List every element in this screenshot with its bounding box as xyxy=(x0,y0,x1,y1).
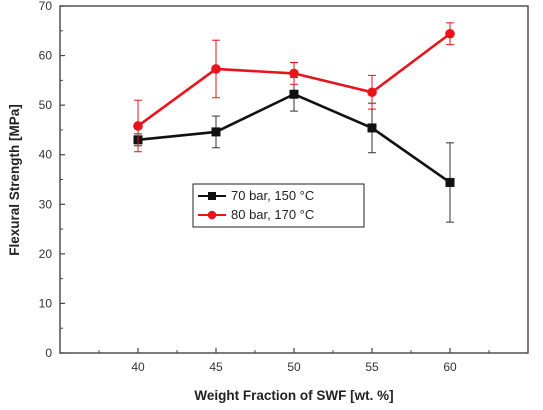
data-point xyxy=(211,64,221,74)
y-tick-label: 20 xyxy=(39,247,53,261)
x-axis: 40 45 50 55 60 xyxy=(98,348,490,374)
x-tick-label: 40 xyxy=(131,360,145,374)
legend-marker-series-1 xyxy=(208,192,216,200)
y-tick-label: 0 xyxy=(45,346,52,360)
y-tick-label: 30 xyxy=(39,197,53,211)
series-layer xyxy=(133,22,455,223)
y-tick-label: 70 xyxy=(39,0,53,13)
y-tick-label: 10 xyxy=(39,296,53,310)
legend-box xyxy=(192,183,365,228)
x-tick-label: 45 xyxy=(209,360,223,374)
y-tick-label: 50 xyxy=(39,98,53,112)
x-tick-label: 55 xyxy=(365,360,379,374)
y-axis-title: Flexural Strength [MPa] xyxy=(7,104,22,256)
data-point xyxy=(445,177,455,187)
data-point xyxy=(445,28,455,39)
y-axis: 0 10 20 30 40 50 60 70 xyxy=(39,0,65,360)
data-point xyxy=(211,127,221,137)
legend-label-series-2: 80 bar, 170 °C xyxy=(231,207,314,222)
x-axis-title: Weight Fraction of SWF [wt. %] xyxy=(194,388,393,403)
data-point xyxy=(289,89,299,99)
data-point xyxy=(367,87,377,98)
data-point xyxy=(133,121,143,131)
x-tick-label: 50 xyxy=(287,360,301,374)
legend-label-series-1: 70 bar, 150 °C xyxy=(231,188,314,203)
y-tick-label: 40 xyxy=(39,148,53,162)
series-2 xyxy=(133,22,455,153)
legend: 70 bar, 150 °C 80 bar, 170 °C xyxy=(192,183,365,228)
plot-area xyxy=(59,5,529,354)
x-tick-label: 60 xyxy=(443,360,457,374)
data-point xyxy=(289,68,299,79)
y-tick-label: 60 xyxy=(39,49,53,63)
legend-marker-series-2 xyxy=(207,210,217,220)
data-point xyxy=(367,123,377,133)
